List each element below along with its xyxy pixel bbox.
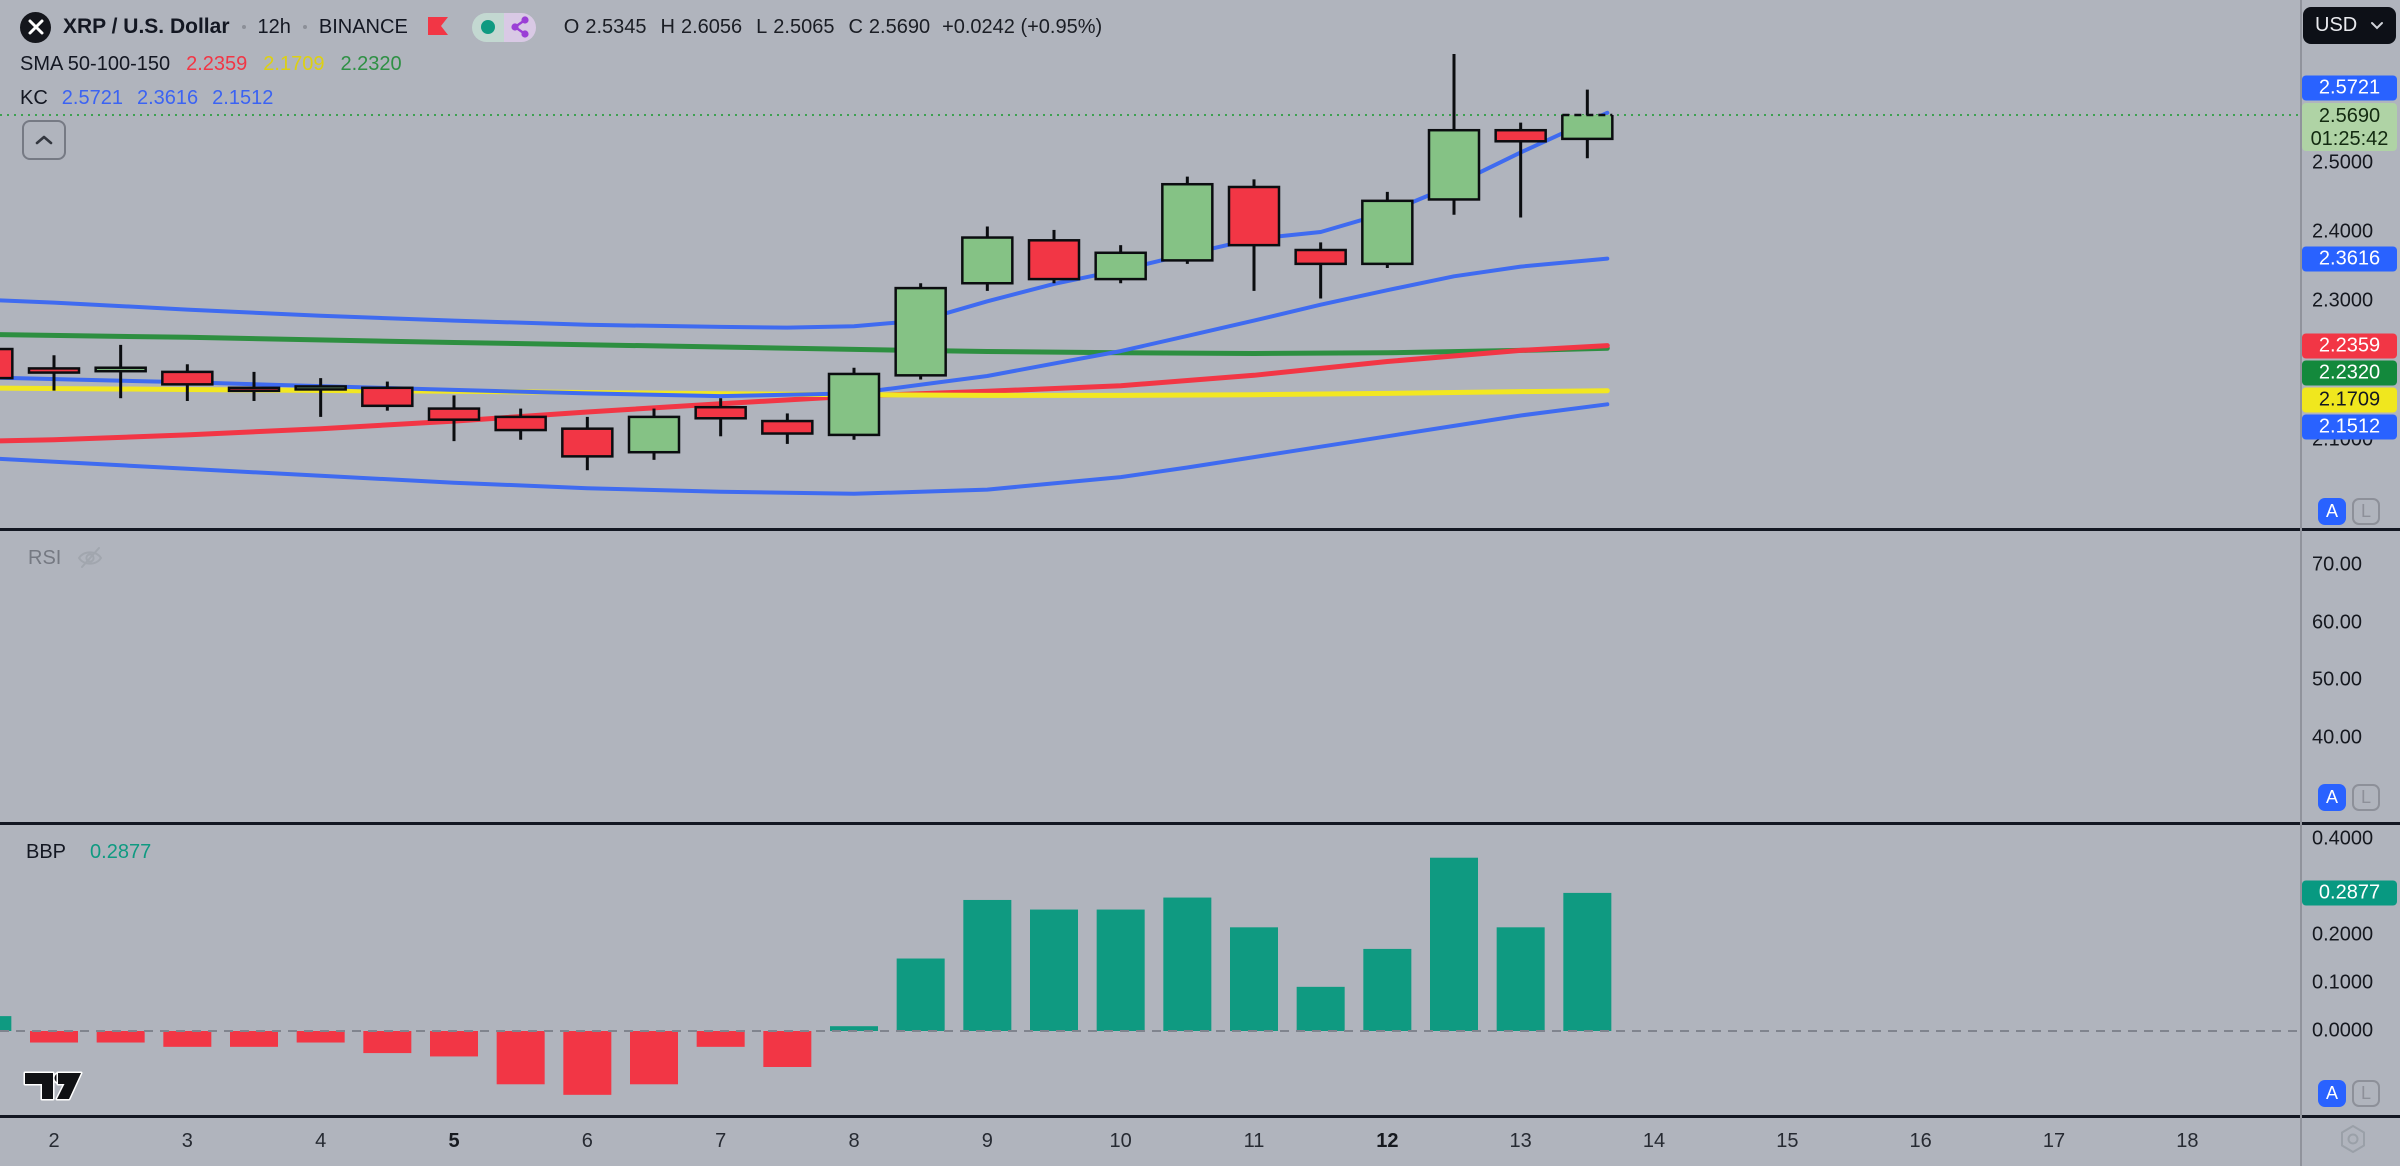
price-tick: 2.5000 — [2312, 151, 2374, 174]
time-label: 3 — [181, 1130, 193, 1152]
bbp-value-badge: 0.2877 — [2302, 880, 2397, 906]
chevron-down-icon — [2371, 22, 2383, 30]
chevron-up-icon — [35, 135, 53, 145]
bbp-tick: 0.4000 — [2312, 827, 2374, 850]
sma100-value: 2.1709 — [263, 52, 325, 75]
gear-icon[interactable] — [2336, 1122, 2370, 1161]
time-label: 15 — [1776, 1130, 1799, 1152]
x-glyph — [28, 19, 43, 35]
time-label: 11 — [1243, 1130, 1265, 1152]
eye-off-icon[interactable] — [75, 544, 105, 572]
ohlc-values: O 2.5345 H 2.6056 L 2.5065 C 2.5690 — [564, 16, 930, 39]
quick-actions[interactable] — [471, 12, 536, 42]
share-icon — [503, 12, 536, 42]
ohlc-letter: H — [660, 15, 675, 38]
exchange-label[interactable]: BINANCE — [318, 15, 408, 38]
rsi-tick: 60.00 — [2312, 611, 2363, 634]
bbp-tick: 0.2000 — [2312, 923, 2374, 946]
separator-dot — [241, 25, 246, 29]
price-badge-kc-upper: 2.5721 — [2302, 75, 2397, 101]
kc-lower-value: 2.1512 — [212, 86, 274, 109]
interval-label[interactable]: 12h — [257, 15, 291, 38]
price-tick: 2.4000 — [2312, 220, 2374, 243]
rsi-tick: 70.00 — [2312, 553, 2363, 576]
time-label: 17 — [2042, 1130, 2066, 1152]
ohlc-letter: C — [848, 15, 863, 38]
price-scale-separator — [2300, 0, 2302, 1166]
bbp-tick: 0.1000 — [2312, 971, 2374, 994]
sma-legend[interactable]: SMA 50-100-150 2.2359 2.1709 2.2320 — [20, 52, 402, 76]
time-label: 8 — [848, 1130, 860, 1152]
time-label: 6 — [581, 1130, 593, 1152]
time-label: 2 — [48, 1130, 60, 1152]
log-scale-button[interactable]: L — [2352, 498, 2380, 525]
log-scale-button[interactable]: L — [2352, 784, 2380, 811]
kc-legend-label: KC — [20, 86, 48, 109]
rsi-label: RSI — [28, 546, 62, 569]
ohlc-number: 2.5690 — [868, 15, 931, 38]
auto-scale-button[interactable]: A — [2318, 498, 2346, 525]
time-axis-separator — [0, 1115, 2400, 1118]
separator-dot — [302, 25, 307, 29]
time-label: 7 — [715, 1130, 727, 1152]
log-scale-button[interactable]: L — [2352, 1080, 2380, 1107]
status-dot-icon — [471, 12, 504, 42]
symbol-title[interactable]: XRP / U.S. Dollar — [63, 15, 230, 38]
time-label: 18 — [2176, 1130, 2199, 1152]
kc-legend[interactable]: KC 2.5721 2.3616 2.1512 — [20, 86, 273, 110]
price-badge-sma100: 2.1709 — [2302, 387, 2397, 413]
collapse-legend-button[interactable] — [22, 120, 66, 160]
price-change: +0.0242 (+0.95%) — [942, 15, 1103, 38]
bbp-scale-buttons: A L — [2318, 1080, 2380, 1107]
symbol-header: XRP / U.S. Dollar 12h BINANCE O 2.5345 H 2.… — [20, 10, 1102, 44]
ohlc-letter: O — [563, 15, 580, 38]
time-label: 10 — [1109, 1130, 1132, 1152]
kc-upper-value: 2.5721 — [61, 86, 123, 109]
ohlc-number: 2.5065 — [773, 15, 835, 38]
time-label: 4 — [315, 1130, 327, 1152]
currency-label: USD — [2315, 14, 2358, 36]
time-label: 13 — [1509, 1130, 1532, 1152]
bbp-pane-header[interactable]: BBP 0.2877 — [26, 838, 151, 866]
price-badge-sma50: 2.2359 — [2302, 333, 2397, 359]
auto-scale-button[interactable]: A — [2318, 784, 2346, 811]
currency-button[interactable]: USD — [2303, 7, 2396, 44]
pane-separator-rsi-bbp[interactable] — [0, 822, 2400, 825]
auto-scale-button[interactable]: A — [2318, 1080, 2346, 1107]
price-badge-sma150: 2.2320 — [2302, 360, 2397, 386]
tradingview-logo-icon[interactable] — [22, 1068, 84, 1109]
ohlc-number: 2.6056 — [680, 15, 743, 38]
sma50-value: 2.2359 — [186, 52, 248, 75]
price-badge-kc-middle: 2.3616 — [2302, 246, 2397, 272]
kc-middle-value: 2.3616 — [136, 86, 199, 109]
rsi-pane-header[interactable]: RSI — [28, 544, 105, 572]
bbp-value: 0.2877 — [90, 840, 152, 863]
sma-legend-label: SMA 50-100-150 — [20, 52, 171, 75]
main-scale-buttons: A L — [2318, 498, 2380, 525]
rsi-tick: 40.00 — [2312, 726, 2363, 749]
sma150-value: 2.2320 — [340, 52, 402, 75]
time-label: 5 — [448, 1130, 460, 1152]
price-badge-last-price: 2.5690 01:25:42 — [2302, 102, 2397, 151]
flag-icon[interactable] — [426, 15, 450, 40]
time-label: 14 — [1642, 1130, 1666, 1152]
time-label: 16 — [1909, 1130, 1932, 1152]
pane-separator-main-rsi[interactable] — [0, 528, 2400, 531]
ohlc-number: 2.5345 — [585, 15, 647, 38]
rsi-tick: 50.00 — [2312, 668, 2363, 691]
time-label: 12 — [1376, 1130, 1399, 1152]
time-label: 9 — [981, 1130, 993, 1152]
bbp-label: BBP — [26, 840, 67, 863]
xrp-logo-icon[interactable] — [20, 11, 51, 43]
price-tick: 2.3000 — [2312, 289, 2374, 312]
rsi-scale-buttons: A L — [2318, 784, 2380, 811]
bbp-tick: 0.0000 — [2312, 1019, 2374, 1042]
ohlc-letter: L — [756, 15, 768, 38]
price-badge-kc-lower: 2.1512 — [2302, 414, 2397, 440]
